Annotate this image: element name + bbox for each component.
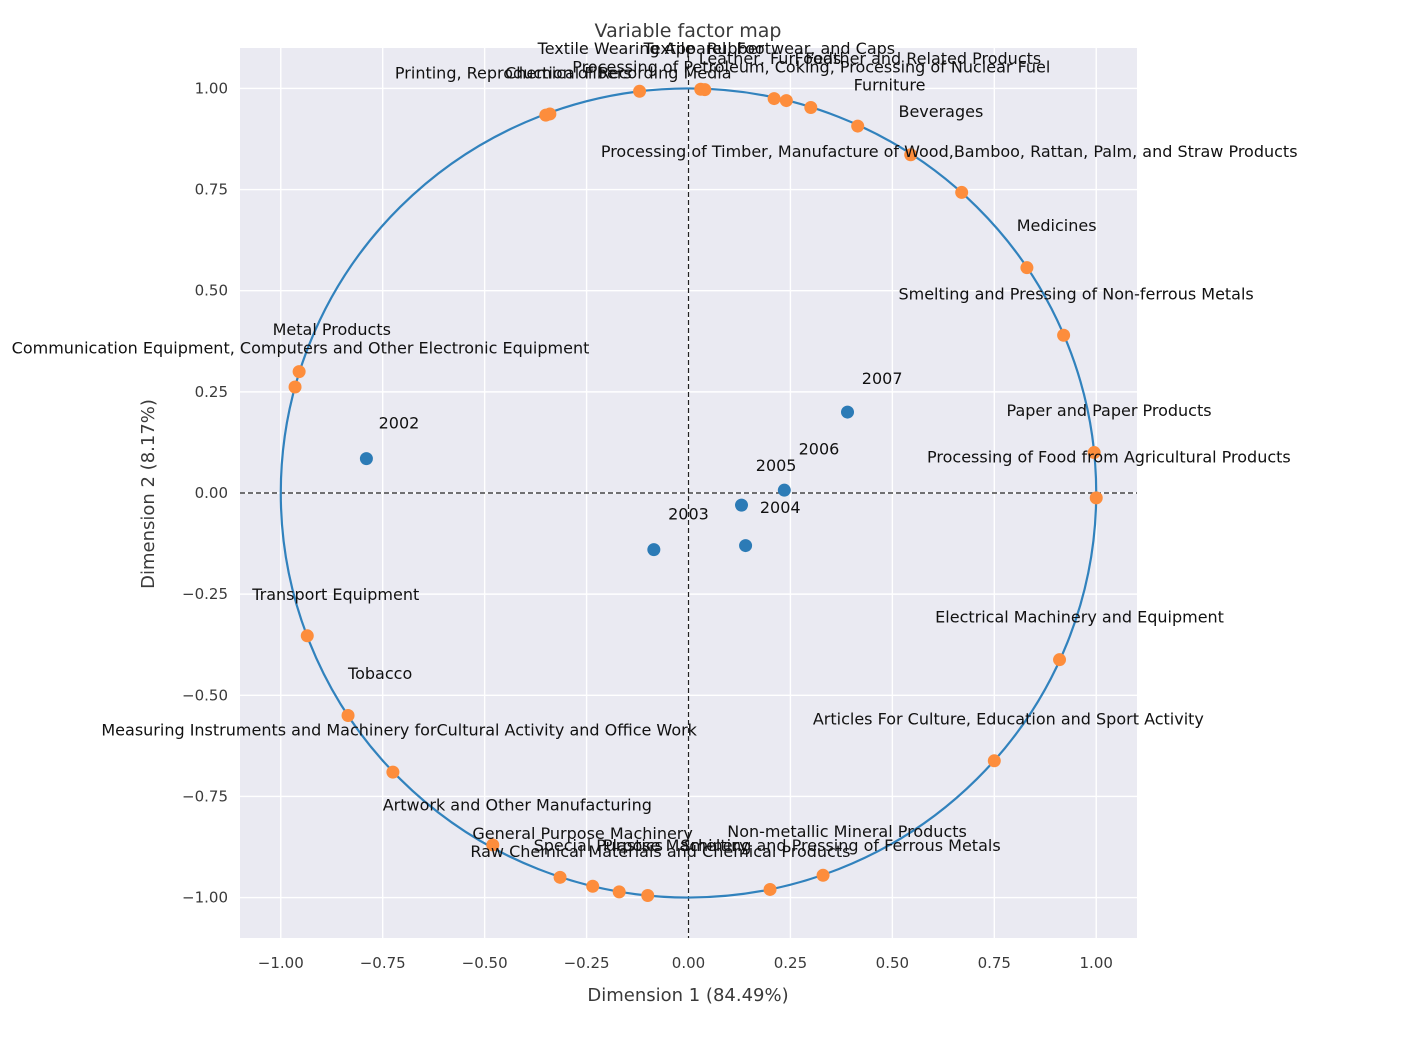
variable-point	[851, 119, 865, 133]
point-annotation: Transport Equipment	[251, 585, 419, 604]
x-tick-label: −0.25	[564, 954, 610, 972]
x-tick-label: −1.00	[258, 954, 304, 972]
year-point	[647, 543, 661, 557]
variable-point	[543, 107, 557, 121]
x-tick-label: −0.75	[360, 954, 406, 972]
point-annotation: 2006	[799, 440, 840, 459]
point-annotation: 2007	[862, 369, 903, 388]
point-annotation: Communication Equipment, Computers and O…	[12, 338, 590, 357]
year-point	[739, 539, 753, 553]
variable-point	[288, 380, 302, 394]
variable-point	[904, 148, 918, 162]
y-ticks: −1.00 −0.75 −0.50 −0.25 0.00 0.25 0.50 0.75 1.00	[182, 79, 228, 906]
points	[288, 82, 1103, 903]
y-tick-label: −0.50	[182, 686, 228, 704]
point-annotation: Articles For Culture, Education and Spor…	[813, 709, 1204, 728]
point-annotation: Metal Products	[273, 320, 391, 339]
point-annotation: Smelting and Pressing of Ferrous Metals	[680, 836, 1000, 855]
point-annotation: Beverages	[898, 102, 983, 121]
year-point	[735, 498, 749, 512]
point-annotation: Special Purpose Machinery	[534, 836, 749, 855]
variable-point	[816, 868, 830, 882]
point-annotation: Smelting and Pressing of Non-ferrous Met…	[898, 285, 1253, 304]
point-annotation: Medicines	[1017, 216, 1097, 235]
x-ticks: −1.00 −0.75 −0.50 −0.25 0.00 0.25 0.50 0.75 1.00	[258, 954, 1113, 972]
point-annotation: Processing of Food from Agricultural Pro…	[927, 448, 1291, 467]
point-annotation: Electrical Machinery and Equipment	[935, 607, 1224, 626]
y-tick-label: −0.75	[182, 787, 228, 805]
y-tick-label: 0.00	[195, 484, 228, 502]
point-annotation: Processing of Petroleum, Coking, Process…	[572, 57, 1050, 76]
y-tick-label: −1.00	[182, 889, 228, 907]
point-annotation: Foods	[795, 49, 842, 68]
point-annotation: Textile Wearing Apparel, Footwear, and C…	[537, 39, 896, 58]
point-annotation: General Purpose Machinery	[472, 824, 692, 843]
year-point	[777, 483, 791, 497]
point-annotation: Artwork and Other Manufacturing	[383, 796, 652, 815]
point-annotation: Chemical Fibers	[505, 63, 632, 82]
point-annotation: 2004	[760, 498, 801, 517]
point-annotation: 2002	[379, 413, 420, 432]
point-annotation: Processing of Timber, Manufacture of Woo…	[601, 142, 1298, 161]
variable-point	[1057, 328, 1071, 342]
y-tick-label: 0.75	[195, 181, 228, 199]
point-annotation: Printing, Reproduction of Recording Medi…	[395, 63, 732, 82]
variable-point	[292, 365, 306, 379]
x-tick-label: 0.75	[978, 954, 1011, 972]
x-tick-label: 0.50	[876, 954, 909, 972]
variable-point	[1089, 491, 1103, 505]
x-tick-label: 1.00	[1080, 954, 1113, 972]
variable-point	[779, 94, 793, 108]
zero-lines	[240, 48, 1137, 938]
y-tick-label: 0.50	[195, 282, 228, 300]
x-axis-label: Dimension 1 (84.49%)	[587, 985, 788, 1006]
variable-point	[1020, 261, 1034, 275]
variable-point	[341, 709, 355, 722]
x-tick-label: 0.00	[672, 954, 705, 972]
point-annotation: Leather, Fur, Feather and Related Produc…	[699, 49, 1042, 68]
chart-title: Variable factor map	[595, 20, 782, 42]
y-tick-label: −0.25	[182, 585, 228, 603]
x-tick-label: −0.50	[462, 954, 508, 972]
variable-point	[586, 879, 600, 893]
variable-point	[486, 838, 500, 852]
point-annotation: Furniture	[854, 75, 926, 94]
point-annotation: Raw Chemical Materials and Chemical Prod…	[470, 842, 850, 861]
variable-point	[300, 629, 314, 643]
variable-point	[763, 882, 777, 896]
y-axis-label: Dimension 2 (8.17%)	[138, 399, 159, 589]
point-annotation: Non-metallic Mineral Products	[727, 822, 967, 841]
point-annotation: Textile	[643, 39, 695, 58]
variable-point	[987, 754, 1001, 768]
variable-point	[633, 84, 647, 98]
variable-point	[1053, 653, 1067, 667]
variable-point	[698, 83, 712, 97]
x-tick-label: 0.25	[774, 954, 807, 972]
variable-point	[767, 92, 781, 106]
year-point	[359, 452, 373, 466]
variable-point	[955, 185, 969, 199]
point-annotation: Measuring Instruments and Machinery forC…	[101, 721, 697, 740]
point-annotation: 2005	[756, 456, 797, 475]
variable-point	[386, 765, 400, 779]
point-annotation: Plastics	[603, 836, 663, 855]
point-annotation: Tobacco	[347, 664, 412, 683]
variable-point	[1087, 446, 1101, 460]
y-tick-label: 1.00	[195, 79, 228, 97]
variable-point	[641, 889, 655, 903]
point-annotation: 2003	[668, 504, 709, 523]
variable-point	[553, 870, 567, 884]
point-annotation: Rubber	[707, 39, 765, 58]
point-annotation: Paper and Paper Products	[1007, 401, 1212, 420]
y-tick-label: 0.25	[195, 383, 228, 401]
variable-point	[612, 885, 626, 899]
variable-point	[804, 100, 818, 114]
year-point	[841, 405, 855, 419]
